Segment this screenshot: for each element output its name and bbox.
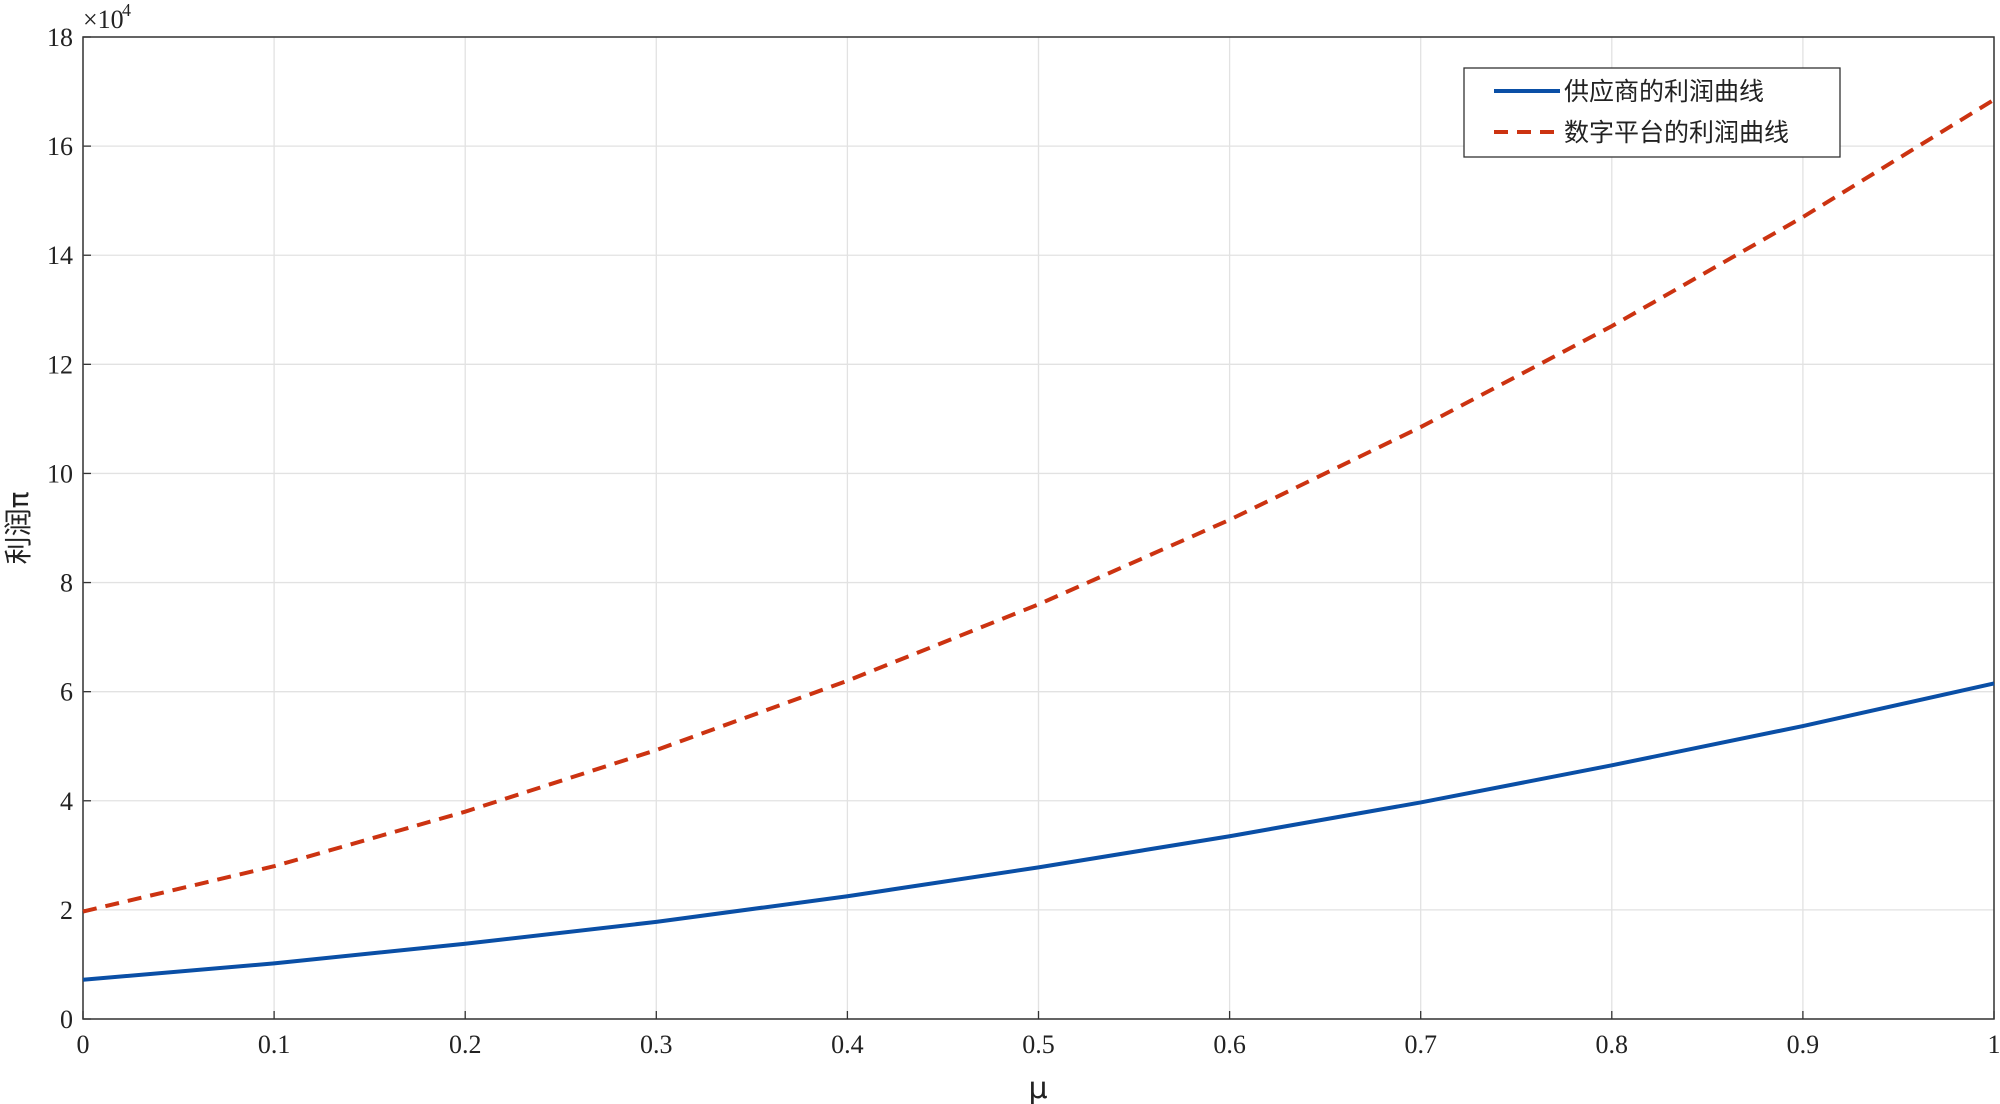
x-tick-label: 0.3 bbox=[640, 1030, 673, 1059]
y-axis-label: 利润π bbox=[2, 491, 35, 564]
series-line bbox=[82, 681, 1995, 982]
plot-frame bbox=[82, 36, 1995, 1020]
legend-box bbox=[1463, 67, 1841, 158]
y-tick-label: 12 bbox=[47, 350, 73, 379]
x-tick-label: 1 bbox=[1988, 1030, 2000, 1059]
y-tick-label: 2 bbox=[60, 896, 73, 925]
y-scale-base: ×10 bbox=[83, 5, 124, 34]
x-tick-label: 0.6 bbox=[1213, 1030, 1246, 1059]
x-tick-label: 0.8 bbox=[1596, 1030, 1629, 1059]
x-tick-label: 0.7 bbox=[1404, 1030, 1437, 1059]
y-tick-label: 16 bbox=[47, 132, 73, 161]
x-tick-label: 0.1 bbox=[258, 1030, 291, 1059]
y-tick-label: 14 bbox=[47, 241, 73, 270]
x-tick-label: 0.4 bbox=[831, 1030, 864, 1059]
series-line bbox=[82, 98, 1996, 914]
y-tick-label: 4 bbox=[60, 787, 73, 816]
x-axis-label: μ bbox=[1028, 1071, 1047, 1104]
x-tick-label: 0.9 bbox=[1787, 1030, 1820, 1059]
y-tick-label: 18 bbox=[47, 23, 73, 52]
y-tick-label: 10 bbox=[47, 459, 73, 488]
legend-label: 供应商的利润曲线 bbox=[1564, 77, 1764, 106]
legend-label: 数字平台的利润曲线 bbox=[1564, 118, 1789, 147]
x-tick-label: 0.2 bbox=[449, 1030, 482, 1059]
y-scale-exponent: 4 bbox=[122, 0, 131, 20]
y-tick-label: 0 bbox=[60, 1005, 73, 1034]
y-tick-label: 8 bbox=[60, 569, 73, 598]
y-tick-label: 6 bbox=[60, 678, 73, 707]
x-tick-label: 0.5 bbox=[1022, 1030, 1055, 1059]
x-tick-label: 0 bbox=[77, 1030, 90, 1059]
